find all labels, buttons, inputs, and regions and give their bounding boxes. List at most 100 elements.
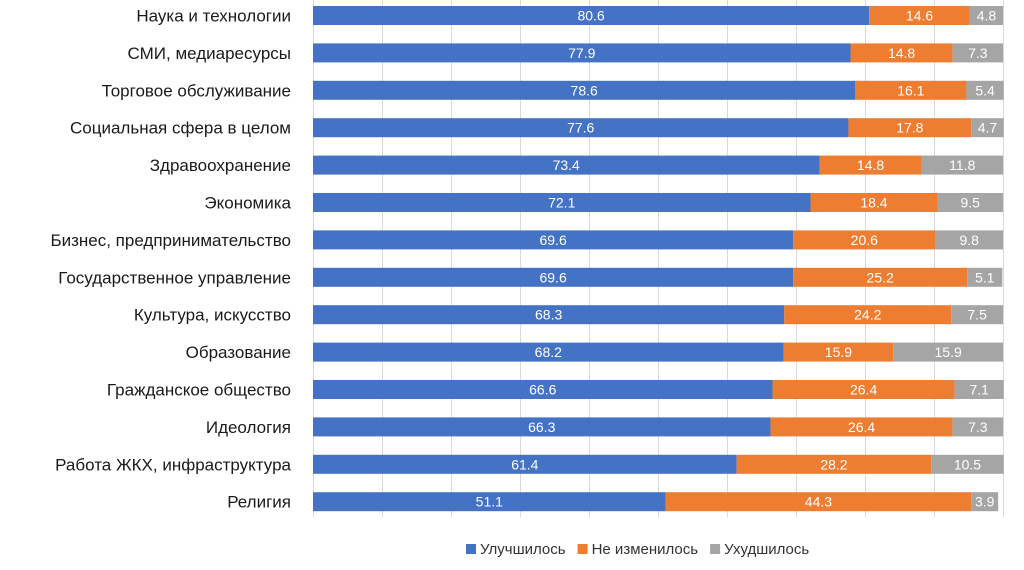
data-label: 7.1 (969, 382, 989, 398)
data-label: 69.6 (539, 269, 566, 285)
bar-segment (313, 155, 820, 175)
bar-segment (971, 492, 999, 512)
bar-segment (952, 417, 1003, 437)
category-label: Гражданское общество (107, 381, 291, 400)
bar-segment (810, 193, 938, 212)
category-label: Бизнес, предпринимательство (50, 231, 291, 250)
data-label: 20.6 (851, 232, 878, 248)
data-label: 66.6 (529, 382, 556, 398)
bar-segment (848, 118, 972, 138)
bar-segment (313, 6, 870, 25)
data-label: 10.5 (954, 456, 981, 472)
data-label: 25.2 (867, 269, 894, 285)
bar-segment (313, 80, 856, 100)
bar-segment (665, 492, 972, 512)
gridlines (313, 0, 1004, 517)
bar-segment (313, 43, 851, 63)
bar-segment (772, 380, 955, 399)
data-label: 9.5 (960, 195, 980, 211)
bar-segment (313, 230, 794, 250)
data-label: 69.6 (539, 232, 566, 248)
data-label: 18.4 (860, 195, 887, 211)
legend-swatch (466, 544, 476, 554)
bar-segment (313, 417, 771, 437)
data-label: 14.6 (906, 8, 933, 24)
legend: Улучшилось Не изменилось Ухудшилось (466, 541, 809, 558)
category-label: Культура, искусство (134, 306, 291, 325)
bar-segment (313, 118, 849, 138)
bar-segment (784, 305, 952, 325)
category-label: Религия (227, 493, 291, 512)
bar-segment (783, 342, 894, 362)
bar-segment (850, 43, 953, 63)
data-label: 14.8 (888, 45, 915, 61)
bar-segment (893, 342, 1003, 362)
bar-segment (969, 6, 1003, 25)
bar-segment (855, 80, 967, 100)
bar-segment (952, 43, 1003, 63)
data-label: 77.9 (568, 45, 595, 61)
bar-segment (313, 305, 785, 325)
legend-label: Не изменилось (592, 541, 699, 558)
data-label: 15.9 (935, 344, 962, 360)
data-label: 4.7 (978, 120, 998, 136)
data-label: 16.1 (897, 82, 924, 98)
bar-segment (313, 454, 737, 474)
data-label: 68.3 (535, 307, 562, 323)
data-label: 26.4 (850, 382, 877, 398)
data-label: 7.5 (967, 307, 987, 323)
data-label: 51.1 (476, 494, 503, 510)
bar-segment (954, 380, 1004, 399)
data-label: 9.8 (959, 232, 979, 248)
data-label: 80.6 (577, 8, 604, 24)
bar-segment (931, 454, 1004, 474)
data-label: 7.3 (968, 419, 988, 435)
bar-segment (736, 454, 932, 474)
data-label: 11.8 (949, 157, 975, 173)
data-label: 66.3 (528, 419, 555, 435)
bar-segment (966, 80, 1004, 100)
bar-segment (793, 230, 936, 250)
data-label: 28.2 (820, 456, 847, 472)
category-label: Идеология (206, 418, 291, 437)
legend-swatch (710, 544, 721, 554)
bars: 80.6 14.6 4.8 77.9 14.8 7.3 78.6 16.1 5.4 77.6 17.… (313, 6, 1004, 512)
category-label: Социальная сфера в целом (70, 119, 291, 138)
bar-segment (793, 267, 968, 287)
category-label: Экономика (204, 194, 291, 213)
legend-label: Ухудшилось (724, 541, 809, 558)
legend-swatch (577, 544, 588, 554)
data-label: 5.4 (975, 82, 995, 98)
data-label: 78.6 (571, 82, 598, 98)
category-label: Здравоохранение (150, 156, 291, 175)
bar-segment (770, 417, 953, 437)
data-label: 44.3 (805, 494, 832, 510)
category-label: Работа ЖКХ, инфраструктура (55, 455, 291, 474)
category-label: Образование (186, 343, 291, 362)
data-label: 14.8 (857, 157, 884, 173)
data-label: 4.8 (977, 8, 997, 24)
bar-segment (313, 380, 773, 399)
data-label: 72.1 (548, 195, 575, 211)
category-labels: Наука и технологии СМИ, медиаресурсы Торго… (50, 7, 291, 512)
bar-segment (935, 230, 1003, 250)
bar-segment (313, 193, 811, 212)
bar-segment (921, 155, 1003, 175)
category-label: Государственное управление (58, 268, 291, 287)
data-label: 5.1 (975, 269, 995, 285)
category-label: СМИ, медиаресурсы (128, 44, 291, 63)
bar-segment (951, 305, 1003, 325)
data-label: 17.8 (896, 120, 923, 136)
data-label: 24.2 (854, 307, 881, 323)
category-label: Наука и технологии (136, 7, 291, 26)
bar-segment (971, 118, 1004, 138)
bar-segment (869, 6, 970, 25)
bar-segment (313, 492, 666, 512)
bar-segment (819, 155, 922, 175)
data-label: 77.6 (567, 120, 594, 136)
data-label: 26.4 (848, 419, 875, 435)
data-label: 7.3 (968, 45, 988, 61)
data-label: 68.2 (535, 344, 562, 360)
legend-label: Улучшилось (480, 541, 566, 558)
